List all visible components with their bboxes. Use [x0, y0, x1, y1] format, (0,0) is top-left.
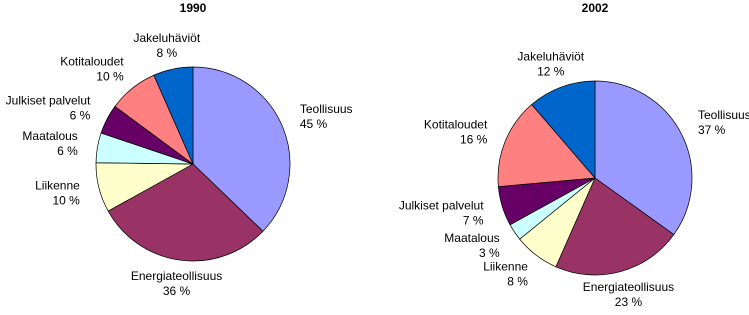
slice-value-label: 37 % — [698, 123, 726, 137]
slice-label: Jakeluhäviöt — [517, 50, 584, 64]
slice-value-label: 10 % — [52, 194, 80, 208]
pie-slice — [107, 163, 264, 262]
pie-slice — [594, 80, 693, 236]
slice-value-label: 8 % — [156, 46, 177, 60]
slice-value-label: 3 % — [479, 246, 500, 260]
slice-value-label: 23 % — [615, 295, 643, 309]
slice-label: Jakeluhäviöt — [133, 31, 200, 45]
slice-value-label: 36 % — [163, 284, 191, 298]
pie-slice — [555, 177, 675, 276]
slice-label: Maatalous — [444, 231, 499, 245]
slice-value-label: 8 % — [507, 274, 528, 288]
slice-label: Liikenne — [483, 259, 528, 273]
slice-value-label: 16 % — [460, 133, 488, 147]
slice-label: Teollisuus — [698, 108, 749, 122]
slice-value-label: 12 % — [537, 65, 565, 79]
slice-label: Kotitaloudet — [60, 55, 124, 69]
slice-label: Kotitaloudet — [424, 118, 488, 132]
slice-label: Maatalous — [22, 129, 77, 143]
slice-value-label: 10 % — [96, 70, 124, 84]
slice-value-label: 45 % — [300, 117, 328, 131]
slice-label: Teollisuus — [300, 102, 353, 116]
chart-title: 2002 — [582, 1, 609, 15]
chart-title: 1990 — [180, 1, 207, 15]
pie-slice — [153, 66, 194, 165]
slice-label: Julkiset palvelut — [399, 199, 484, 213]
pie-slice — [497, 104, 596, 187]
pie-slice — [531, 80, 596, 179]
slice-label: Energiateollisuus — [583, 280, 674, 294]
slice-value-label: 6 % — [57, 144, 78, 158]
slice-label: Liikenne — [35, 179, 80, 193]
slice-value-label: 7 % — [463, 214, 484, 228]
slice-label: Julkiset palvelut — [6, 93, 91, 107]
slice-label: Energiateollisuus — [131, 269, 222, 283]
slice-value-label: 6 % — [70, 108, 91, 122]
pie-slice — [192, 66, 291, 232]
